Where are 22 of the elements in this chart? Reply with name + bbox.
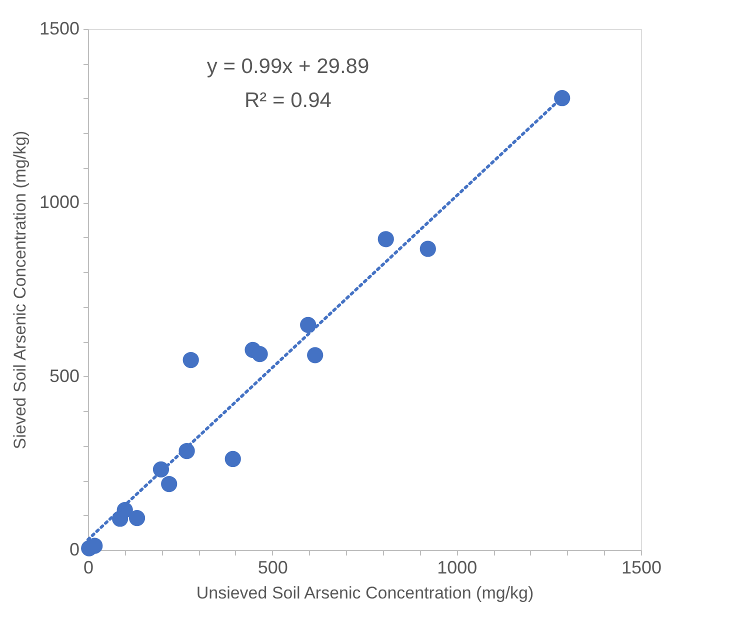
y-tick-label: 1500: [39, 18, 80, 38]
point: [224, 450, 241, 468]
annotation: R² = 0.94: [244, 89, 332, 112]
y-tick-label: 0: [69, 540, 80, 560]
point: [252, 346, 268, 362]
point: [420, 240, 436, 257]
x-tick-label: 0: [83, 558, 94, 578]
point: [307, 347, 324, 364]
x-tick-label: 1000: [437, 558, 478, 578]
point: [378, 231, 394, 248]
y-tick-label: 1000: [39, 192, 80, 212]
point: [300, 316, 316, 333]
point: [554, 90, 570, 106]
x-tick-label: 1500: [621, 558, 662, 578]
y-axis-title: Sieved Soil Arsenic Concentration (mg/kg): [10, 130, 30, 450]
annotation: y = 0.99x + 29.89: [206, 55, 370, 78]
point: [161, 476, 178, 492]
point: [182, 352, 199, 368]
y-tick-label: 500: [49, 366, 80, 386]
point: [128, 510, 146, 526]
x-tick-label: 500: [258, 558, 288, 578]
x-axis-title: Unsieved Soil Arsenic Concentration (mg/kg): [196, 584, 534, 602]
